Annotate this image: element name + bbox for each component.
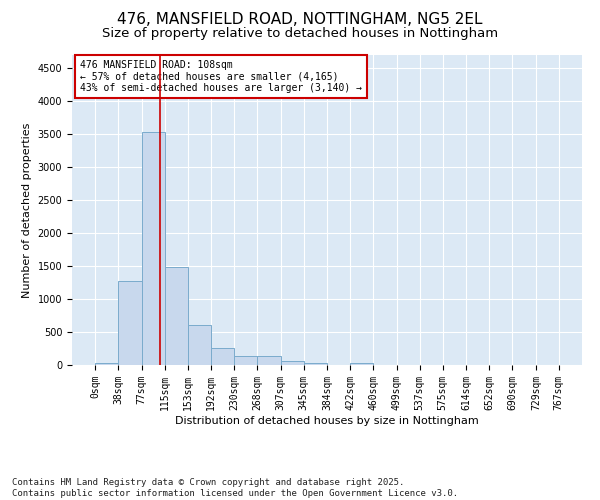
Bar xyxy=(350,363,373,365)
Bar xyxy=(211,348,234,365)
Bar xyxy=(257,356,281,365)
Bar xyxy=(188,326,211,365)
Bar xyxy=(118,280,142,365)
Text: Contains HM Land Registry data © Crown copyright and database right 2025.
Contai: Contains HM Land Registry data © Crown c… xyxy=(12,478,458,498)
Text: 476, MANSFIELD ROAD, NOTTINGHAM, NG5 2EL: 476, MANSFIELD ROAD, NOTTINGHAM, NG5 2EL xyxy=(117,12,483,28)
Bar xyxy=(281,360,304,365)
Text: Size of property relative to detached houses in Nottingham: Size of property relative to detached ho… xyxy=(102,28,498,40)
Bar xyxy=(304,363,328,365)
X-axis label: Distribution of detached houses by size in Nottingham: Distribution of detached houses by size … xyxy=(175,416,479,426)
Bar xyxy=(234,356,257,365)
Y-axis label: Number of detached properties: Number of detached properties xyxy=(22,122,32,298)
Bar xyxy=(95,363,118,365)
Bar xyxy=(142,132,164,365)
Text: 476 MANSFIELD ROAD: 108sqm
← 57% of detached houses are smaller (4,165)
43% of s: 476 MANSFIELD ROAD: 108sqm ← 57% of deta… xyxy=(80,60,362,93)
Bar xyxy=(164,266,188,365)
